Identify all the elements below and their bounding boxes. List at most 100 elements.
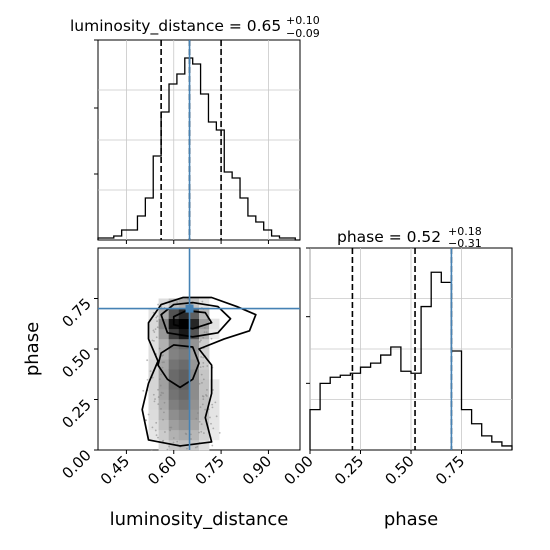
joint-heat-cell (178, 318, 190, 330)
joint-heat-cell (199, 328, 210, 340)
joint-sample-point (202, 365, 205, 368)
joint-heat-cell (188, 308, 200, 319)
joint-heat-cell (168, 369, 180, 380)
joint-heat-cell (199, 419, 210, 431)
joint-sample-point (159, 394, 162, 397)
joint-sample-point (176, 440, 179, 443)
hist-lumdist-title-minus: −0.09 (286, 27, 320, 40)
hist-phase-panel: 0.00 0.25 0.50 0.75 phase = 0.52 +0.18 −0.3… (280, 225, 513, 530)
joint-truth-marker (185, 304, 194, 313)
joint-heat-cell (188, 298, 200, 309)
joint-heat-cell (209, 399, 220, 410)
joint-sample-point (152, 329, 155, 332)
hist-lumdist-panel: luminosity_distance = 0.65 +0.10 −0.09 (70, 14, 320, 244)
joint-sample-point (200, 430, 203, 433)
joint-heat-cell (158, 409, 169, 420)
joint-heat-cell (168, 429, 180, 441)
joint-heat-cell (188, 379, 200, 390)
joint-sample-point (153, 331, 156, 333)
joint-heat-cell (158, 399, 169, 410)
joint-heat-cell (158, 338, 169, 350)
joint-sample-point (146, 378, 149, 381)
joint-sample-point (172, 437, 175, 439)
joint-sample-point (200, 373, 203, 376)
joint-sample-point (157, 436, 159, 439)
joint-sample-point (200, 423, 203, 426)
joint-sample-point (155, 336, 158, 339)
hist-lumdist-steps (97, 57, 300, 241)
joint-sample-point (200, 356, 203, 358)
joint-sample-point (161, 440, 164, 443)
joint-sample-point (205, 331, 208, 333)
hist-phase-step-line (309, 271, 513, 450)
joint-sample-point (215, 415, 218, 418)
joint-sample-point (198, 340, 201, 343)
joint-ytick-label-1: 0.25 (58, 396, 94, 432)
joint-sample-point (142, 389, 145, 392)
joint-heat-cell (199, 369, 210, 380)
joint-heat-cell (178, 399, 190, 410)
joint-heat-cell (168, 359, 180, 370)
joint-sample-point (198, 431, 200, 434)
joint-heat-cell (199, 399, 210, 410)
joint-heat-cell (148, 399, 159, 410)
joint-heat-cell (188, 419, 200, 431)
joint-sample-point (169, 429, 172, 432)
joint-sample-point (196, 412, 199, 414)
joint-ylabel: phase (22, 322, 43, 376)
joint-heat-cell (209, 429, 220, 441)
joint-heat-cell (178, 429, 190, 441)
joint-sample-point (151, 376, 154, 379)
joint-sample-point (206, 395, 208, 397)
joint-sample-point (195, 417, 198, 420)
hist-phase-title: phase = 0.52 (337, 228, 441, 246)
joint-heat-cell (209, 389, 220, 400)
joint-sample-point (160, 408, 162, 410)
hist-lumdist-title-plus: +0.10 (286, 14, 320, 27)
joint-sample-point (157, 303, 159, 306)
joint-heat-cell (148, 328, 159, 340)
joint-sample-point (154, 328, 157, 331)
hist-phase-xtick-label-1: 0.25 (331, 452, 367, 488)
joint-sample-point (166, 448, 169, 451)
joint-xtick-label-3: 0.90 (239, 452, 275, 488)
joint-heat-cell (168, 379, 180, 390)
joint-heat-cell (168, 409, 180, 420)
joint-sample-point (158, 347, 161, 350)
joint-heat-cell (178, 359, 190, 370)
hist-phase-title-minus: −0.31 (448, 237, 482, 250)
joint-heat-cell (158, 429, 169, 441)
hist-phase-quantiles (351, 248, 453, 450)
joint-heat-cell (178, 409, 190, 420)
joint-heat-cell (158, 419, 169, 431)
joint-heat-cell (158, 379, 169, 390)
hist-lumdist-title-value: 0.65 (247, 17, 282, 35)
joint-contour-0 (141, 296, 257, 447)
joint-sample-point (155, 434, 158, 437)
joint-sample-point (156, 320, 158, 323)
joint-heatmap (148, 298, 220, 451)
joint-sample-point (186, 447, 188, 450)
joint-contour-1 (160, 301, 232, 338)
joint-heat-cell (168, 349, 180, 360)
joint-sample-point (202, 362, 205, 364)
joint-heat-cell (158, 439, 169, 451)
joint-sample-point (162, 418, 164, 421)
joint-sample-point (146, 359, 149, 362)
joint-contour-3 (157, 344, 200, 389)
joint-sample-point (153, 400, 156, 403)
joint-heat-cell (158, 308, 169, 319)
joint-sample-point (187, 298, 190, 300)
joint-sample-point (176, 301, 179, 304)
joint-sample-point (145, 419, 148, 422)
joint-sample-point (203, 326, 206, 329)
hist-lumdist-title: luminosity_distance = 0.65 (70, 17, 281, 36)
joint-heat-cell (168, 419, 180, 431)
joint-sample-point (157, 396, 160, 398)
joint-heat-cell (148, 359, 159, 370)
joint-sample-point (202, 378, 205, 381)
joint-sample-point (160, 391, 163, 394)
hist-lumdist-title-name: luminosity_distance (70, 17, 224, 36)
joint-sample-point (161, 366, 164, 369)
joint-sample-point (168, 445, 170, 448)
